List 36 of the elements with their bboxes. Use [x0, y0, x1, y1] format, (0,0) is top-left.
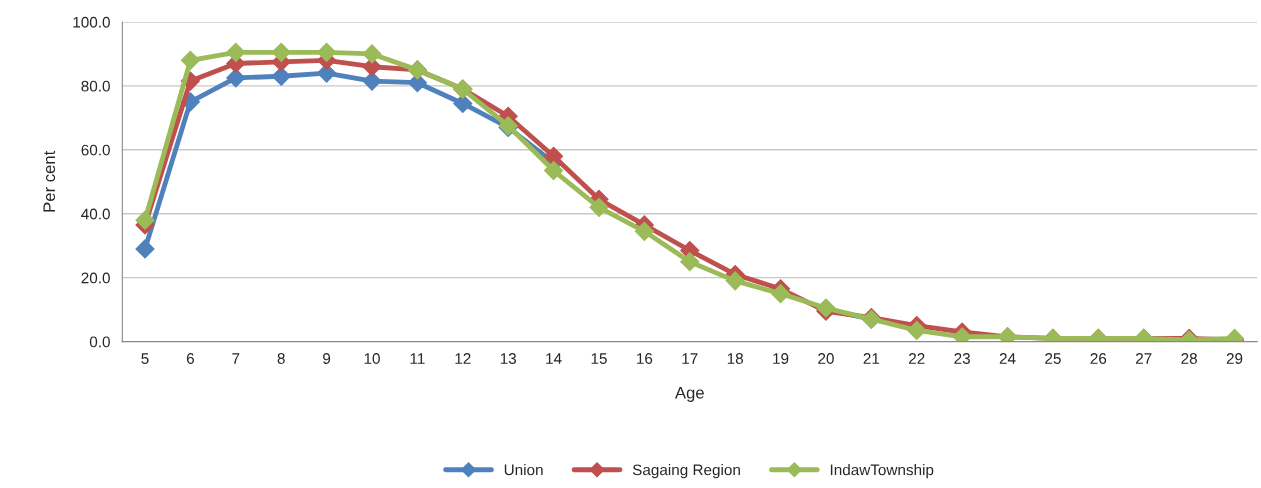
legend-label: IndawTownship: [830, 464, 934, 479]
x-tick-label: 29: [1226, 353, 1243, 364]
x-tick-label: 17: [682, 353, 698, 364]
x-tick-label: 25: [1045, 353, 1061, 364]
x-tick-label: 13: [500, 353, 517, 364]
x-axis-title: Age: [674, 387, 704, 402]
x-tick-label: 19: [773, 353, 789, 364]
x-tick-label: 5: [141, 353, 149, 364]
x-tick-label: 11: [410, 353, 425, 364]
x-tick-label: 18: [727, 353, 743, 364]
y-tick-label: 40.0: [81, 208, 110, 220]
x-tick-label: 8: [277, 353, 285, 364]
x-tick-label: 9: [323, 353, 331, 364]
x-tick-label: 21: [863, 353, 880, 364]
x-tick-label: 20: [818, 353, 834, 364]
y-tick-label: 20.0: [81, 272, 110, 284]
x-tick-label: 28: [1181, 353, 1197, 364]
y-axis-title: Per cent: [43, 150, 56, 212]
y-tick-label: 100.0: [73, 16, 110, 28]
x-tick-label: 7: [232, 353, 240, 364]
x-tick-label: 23: [954, 353, 970, 364]
x-tick-label: 6: [186, 353, 194, 364]
x-tick-label: 26: [1090, 353, 1107, 364]
legend-label: Union: [504, 464, 543, 476]
x-tick-label: 12: [455, 353, 471, 364]
y-tick-label: 0.0: [89, 336, 110, 348]
legend-label: Sagaing Region: [632, 464, 740, 479]
x-tick-label: 22: [909, 353, 925, 364]
x-tick-label: 27: [1136, 353, 1152, 364]
x-tick-label: 16: [637, 353, 653, 364]
x-tick-label: 10: [364, 353, 380, 364]
x-tick-label: 15: [591, 353, 607, 364]
y-tick-label: 60.0: [81, 144, 110, 156]
y-tick-label: 80.0: [81, 80, 110, 92]
x-tick-label: 24: [999, 353, 1016, 364]
x-tick-label: 14: [546, 353, 562, 364]
